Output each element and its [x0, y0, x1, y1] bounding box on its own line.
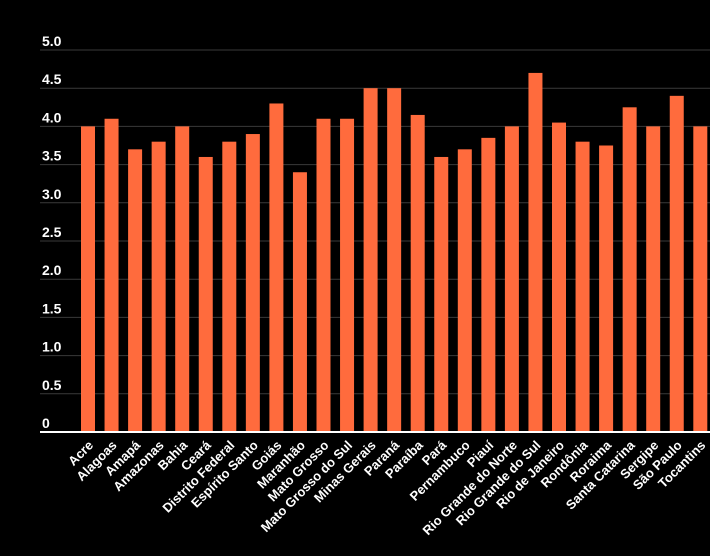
bar: [175, 126, 190, 433]
bar: [552, 122, 566, 432]
y-tick-label: 2.5: [42, 224, 62, 240]
y-tick-label: 1.0: [42, 339, 62, 355]
bar: [245, 134, 260, 433]
bar: [222, 141, 237, 432]
bar: [104, 118, 119, 432]
bar: [316, 118, 331, 432]
y-tick-label: 5.0: [42, 33, 62, 49]
bar: [646, 126, 661, 433]
y-tick-label: 4.5: [42, 71, 62, 87]
bar: [528, 72, 543, 433]
bar: [292, 172, 307, 433]
bar: [434, 156, 449, 432]
bar: [410, 114, 425, 432]
x-axis-labels: AcreAlagoasAmapáAmazonasBahiaCearáDistri…: [65, 437, 708, 538]
bar: [481, 137, 496, 433]
bar: [575, 141, 590, 432]
bar: [128, 149, 143, 432]
bar: [387, 88, 402, 432]
y-tick-label: 0.5: [42, 377, 62, 393]
y-axis-ticks: 0 0.5 1.0 1.5 2.0 2.5 3.0 3.5 4.0 4.5 5.0: [42, 33, 62, 431]
bar: [504, 126, 519, 433]
bar: [151, 141, 166, 432]
y-tick-label: 4.0: [42, 109, 62, 125]
y-tick-label: 0: [42, 415, 50, 431]
bar: [340, 118, 355, 432]
bar: [81, 126, 95, 433]
y-tick-label: 1.5: [42, 300, 62, 316]
bar: [669, 95, 684, 432]
bar: [363, 88, 378, 432]
y-tick-label: 3.5: [42, 148, 62, 164]
bar: [457, 149, 472, 432]
bar: [599, 145, 614, 432]
bars: [81, 72, 708, 433]
y-tick-label: 3.0: [42, 186, 62, 202]
bar: [622, 107, 637, 433]
bar: [693, 126, 708, 433]
bar: [269, 103, 284, 432]
y-tick-label: 2.0: [42, 262, 62, 278]
bar: [198, 156, 213, 432]
